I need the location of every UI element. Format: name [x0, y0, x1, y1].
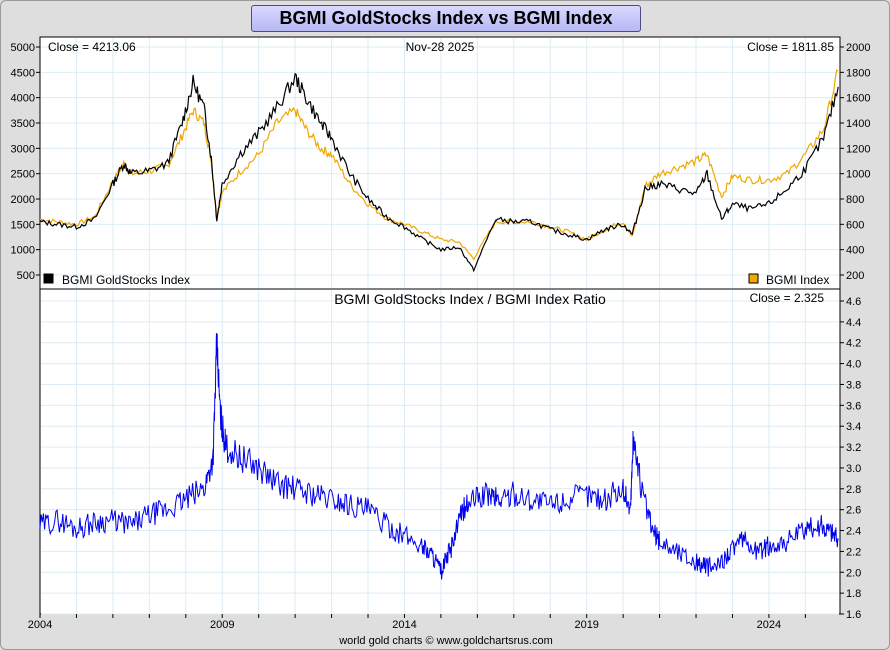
bottom-right-tick-label: 3.8	[846, 379, 861, 391]
top-right-tick-label: 200	[846, 270, 864, 282]
bottom-right-tick-label: 2.0	[846, 567, 861, 579]
bottom-right-tick-label: 3.0	[846, 463, 861, 475]
chart-title: BGMI GoldStocks Index vs BGMI Index	[251, 5, 641, 32]
series-goldstocks-line	[39, 72, 839, 273]
top-right-tick-label: 1600	[846, 93, 870, 105]
close-right-label: Close = 1811.85	[747, 40, 834, 54]
x-tick-label: 2024	[757, 619, 781, 631]
x-tick-label: 2014	[392, 619, 416, 631]
bottom-right-tick-label: 4.2	[846, 338, 861, 350]
x-tick-label: 2009	[210, 619, 234, 631]
top-left-tick-label: 3000	[11, 143, 35, 155]
top-right-tick-label: 1400	[846, 118, 870, 130]
bottom-panel: 1.6 1.8 2.0 2.2 2.4 2.6 2.8 3.0 3.2 3.4 3.6 3.8 4.0 4…	[28, 288, 861, 631]
x-tick-label: 2004	[28, 619, 52, 631]
legend-goldstocks-swatch	[43, 273, 54, 284]
top-left-tick-label: 2500	[11, 169, 35, 181]
top-left-tick-label: 4000	[11, 93, 35, 105]
top-right-tick-label: 400	[846, 245, 864, 257]
bottom-right-tick-label: 1.6	[846, 609, 861, 621]
bottom-right-tick-label: 2.6	[846, 505, 861, 517]
close-left-label: Close = 4213.06	[48, 40, 136, 54]
top-left-tick-label: 4500	[11, 67, 35, 79]
bottom-right-tick-label: 3.4	[846, 421, 861, 433]
bottom-right-tick-label: 1.8	[846, 588, 861, 600]
bottom-grid	[41, 290, 839, 615]
legend-bgmi-label: BGMI Index	[766, 273, 829, 287]
top-right-tick-label: 600	[846, 219, 864, 231]
date-label: Nov-28 2025	[406, 40, 475, 54]
footer-credit: world gold charts © www.goldchartsrus.co…	[339, 635, 553, 647]
top-series	[39, 69, 839, 273]
top-plot-area	[39, 36, 841, 290]
top-right-ticks: 200 400 600 800 1000 1200 1400 1600 1800 2000	[840, 42, 870, 282]
bottom-right-tick-label: 2.4	[846, 526, 861, 538]
top-left-tick-label: 2000	[11, 194, 35, 206]
bottom-right-tick-label: 3.6	[846, 400, 861, 412]
top-left-tick-label: 1000	[11, 245, 35, 257]
top-left-tick-label: 1500	[11, 219, 35, 231]
bottom-right-tick-label: 2.2	[846, 546, 861, 558]
x-axis-ticks: 2004 2009 2014 2019 2024	[28, 614, 806, 631]
ratio-close-label: Close = 2.325	[750, 291, 825, 305]
top-panel: 500100015002000250030003500400045005000 …	[11, 36, 870, 290]
bottom-right-ticks: 1.6 1.8 2.0 2.2 2.4 2.6 2.8 3.0 3.2 3.4 3.6 3.8 4.0 4…	[840, 296, 861, 621]
top-left-tick-label: 500	[17, 270, 35, 282]
bottom-series	[39, 333, 839, 580]
top-left-ticks: 500 1000 1500 2000 2500 3000 3500 4000 4500 5000	[11, 42, 40, 282]
series-ratio-line	[39, 333, 839, 580]
ratio-title: BGMI GoldStocks Index / BGMI Index Ratio	[334, 291, 606, 307]
top-right-tick-label: 800	[846, 194, 864, 206]
top-left-tick-label: 5000	[11, 42, 35, 54]
top-right-tick-label: 2000	[846, 42, 870, 54]
bottom-right-tick-label: 4.4	[846, 317, 861, 329]
legend-bgmi-swatch	[748, 273, 759, 284]
series-bgmi-index-line	[39, 69, 839, 261]
legend-goldstocks-label: BGMI GoldStocks Index	[62, 273, 190, 287]
bottom-right-tick-label: 2.8	[846, 484, 861, 496]
top-right-tick-label: 1200	[846, 143, 870, 155]
bottom-right-tick-label: 3.2	[846, 442, 861, 454]
bottom-right-tick-label: 4.6	[846, 296, 861, 308]
x-tick-label: 2019	[574, 619, 598, 631]
bottom-right-tick-label: 4.0	[846, 359, 861, 371]
top-left-tick-label: 3500	[11, 118, 35, 130]
top-right-tick-label: 1000	[846, 169, 870, 181]
top-right-tick-label: 1800	[846, 67, 870, 79]
